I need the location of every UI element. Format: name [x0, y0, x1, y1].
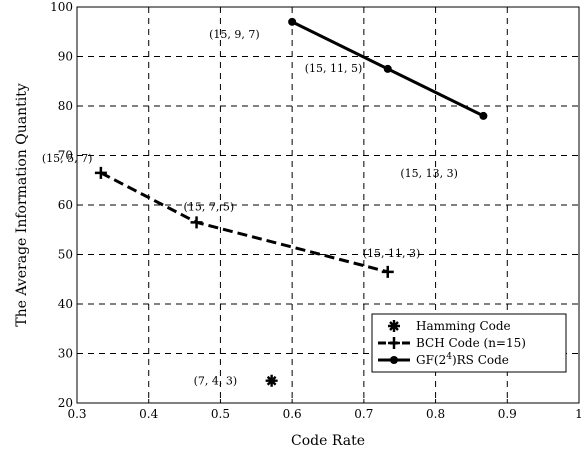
y-tick-label: 80: [58, 99, 73, 113]
ticks: 0.3 0.4 0.5 0.6 0.7 0.8 0.9 1 20 30 40 50 60 70 80 90 10…: [50, 0, 583, 421]
y-tick-label: 90: [58, 50, 73, 64]
legend-marker: [390, 356, 398, 364]
legend-label-bch: BCH Code (n=15): [416, 336, 526, 350]
data-label: (15, 11, 5): [305, 62, 363, 75]
series-line: [100, 171, 389, 274]
legend-rs-prefix: GF(2: [416, 353, 446, 367]
y-tick-label: 40: [58, 297, 73, 311]
y-tick-label: 70: [58, 149, 73, 163]
y-tick-label: 60: [58, 198, 73, 212]
data-point: [383, 64, 392, 73]
series-layer: [94, 17, 488, 387]
data-label: (15, 5, 7): [42, 152, 93, 165]
data-label: (15, 11, 3): [363, 247, 421, 260]
legend-marker: [388, 337, 400, 349]
legend: Hamming Code BCH Code (n=15) GF(24)RS Co…: [371, 313, 567, 373]
data-point: [265, 374, 278, 387]
data-label: (15, 9, 7): [209, 28, 260, 41]
x-tick-label: 0.3: [67, 407, 86, 421]
x-axis-label: Code Rate: [291, 433, 365, 449]
data-label: (15, 7, 5): [184, 200, 235, 213]
y-tick-label: 100: [50, 0, 73, 14]
x-tick-label: 0.5: [211, 407, 230, 421]
x-tick-label: 1: [575, 407, 583, 421]
x-tick-label: 0.8: [426, 407, 445, 421]
data-point: [94, 166, 107, 179]
series-1: [94, 166, 394, 278]
series-0: [265, 374, 278, 387]
data-point: [288, 17, 297, 26]
data-label: (7, 4, 3): [194, 375, 238, 388]
x-tick-label: 0.7: [354, 407, 373, 421]
data-label: (15, 13, 3): [400, 167, 458, 180]
data-point: [190, 216, 203, 229]
legend-rs-suffix: )RS Code: [452, 353, 509, 367]
series-2: [288, 17, 488, 120]
y-tick-label: 20: [58, 396, 73, 410]
y-tick-label: 50: [58, 248, 73, 262]
x-tick-label: 0.9: [498, 407, 517, 421]
legend-label-rs: GF(24)RS Code: [416, 352, 509, 367]
annotations: (7, 4, 3) (15, 5, 7) (15, 7, 5) (15, 11, 3)…: [42, 28, 458, 388]
y-tick-label: 30: [58, 347, 73, 361]
x-tick-label: 0.6: [283, 407, 302, 421]
legend-marker: [388, 320, 400, 332]
data-point: [381, 265, 394, 278]
y-axis-label: The Average Information Quantity: [14, 83, 30, 327]
x-tick-label: 0.4: [139, 407, 158, 421]
legend-markers: [378, 320, 410, 364]
legend-label-hamming: Hamming Code: [416, 319, 511, 333]
data-point: [479, 111, 488, 120]
legend-rs-superscript: 4: [446, 352, 452, 362]
